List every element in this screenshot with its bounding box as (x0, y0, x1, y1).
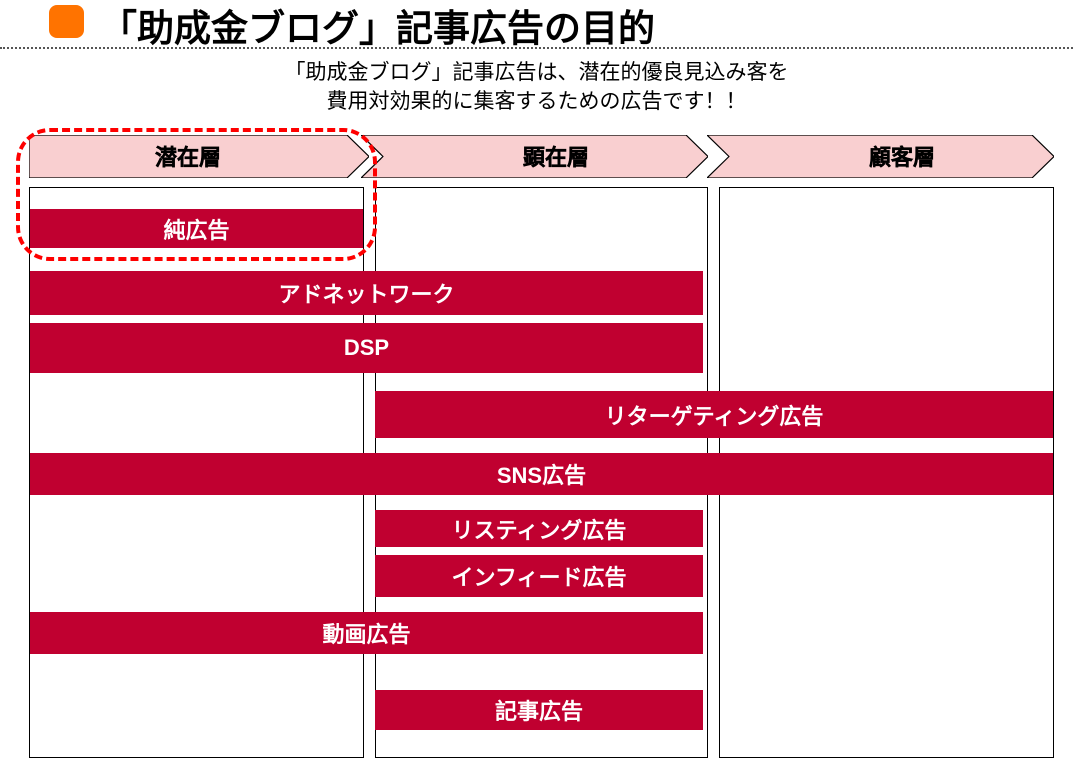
svg-text:顧客層: 顧客層 (869, 145, 935, 170)
svg-text:顕在層: 顕在層 (523, 145, 589, 170)
